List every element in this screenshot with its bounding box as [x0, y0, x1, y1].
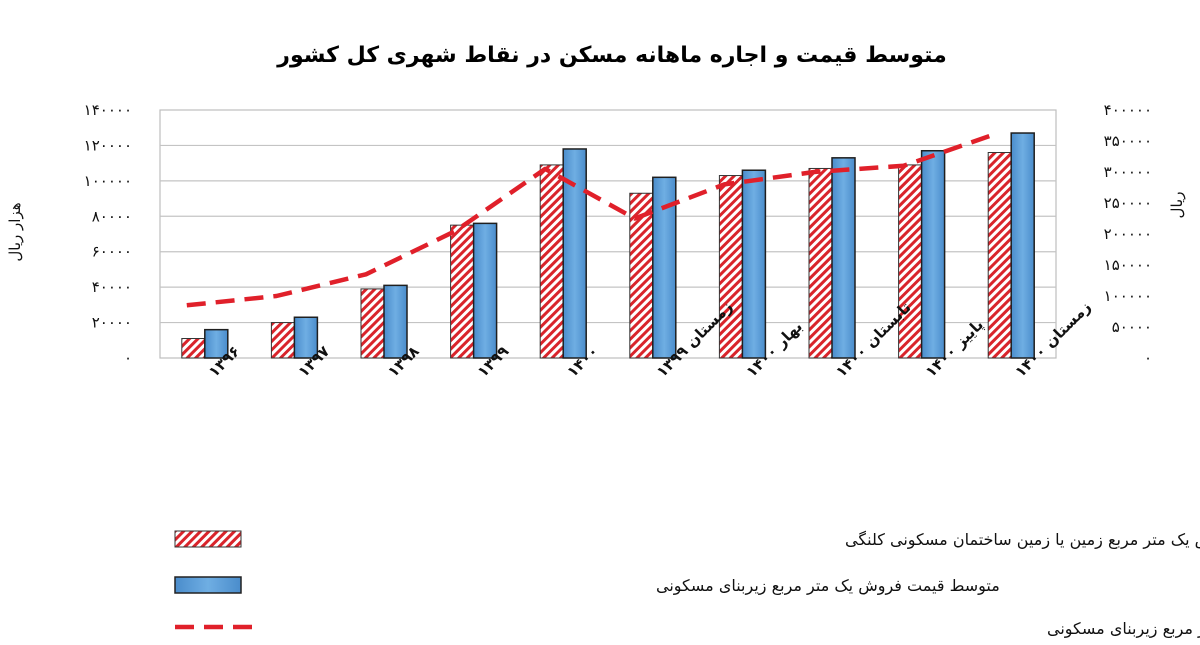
legend-swatch-building-price [174, 576, 242, 594]
right-tick-label: ۲۰۰۰۰۰ [1104, 225, 1152, 243]
left-tick-label: ۱۰۰۰۰۰ [84, 172, 132, 190]
bars [181, 132, 1035, 359]
right-tick-label: ۴۰۰۰۰۰ [1104, 101, 1152, 119]
rent-line-series [186, 132, 994, 308]
legend-label-land-price: متوسط قیمت فروش یک متر مربع زمین یا زمین… [845, 530, 1200, 550]
bar-building-price [383, 284, 408, 359]
legend-label-building-price: متوسط قیمت فروش یک متر مربع زیربنای مسکو… [656, 576, 1000, 596]
right-tick-label: ۳۵۰۰۰۰ [1104, 132, 1152, 150]
bar-land-price [360, 288, 385, 359]
left-tick-label: ۴۰۰۰۰ [92, 278, 132, 296]
left-tick-label: ۱۴۰۰۰۰ [84, 101, 132, 119]
bar-building-price [831, 157, 856, 359]
bar-land-price [181, 338, 206, 359]
chart-title: متوسط قیمت و اجاره ماهانه مسکن در نقاط ش… [276, 43, 946, 68]
bar-building-price [920, 149, 946, 359]
bar-land-price [898, 164, 923, 359]
right-axis-ticks: ۰ ۵۰۰۰۰ ۱۰۰۰۰۰ ۱۵۰۰۰۰ ۲۰۰۰۰۰ ۲۵۰۰۰۰ ۳۰۰۰۰۰ ۳۵۰۰… [1104, 101, 1152, 367]
right-tick-label: ۱۵۰۰۰۰ [1104, 256, 1152, 274]
bar-building-price [472, 222, 498, 359]
bar-land-price [539, 164, 564, 359]
bar-land-price [450, 224, 475, 359]
left-tick-label: ۸۰۰۰۰ [92, 207, 132, 225]
left-tick-label: ۲۰۰۰۰ [92, 314, 132, 332]
left-axis-label: هزار ریال [6, 202, 24, 261]
bar-land-price [808, 167, 833, 359]
left-tick-label: ۶۰۰۰۰ [92, 243, 132, 261]
right-tick-label: ۰ [1144, 349, 1152, 367]
right-tick-label: ۳۰۰۰۰۰ [1104, 163, 1152, 181]
left-tick-label: ۱۲۰۰۰۰ [84, 136, 132, 154]
left-tick-label: ۰ [124, 349, 132, 367]
bar-building-price [652, 176, 677, 359]
bar-building-price [204, 328, 229, 359]
right-tick-label: ۵۰۰۰۰ [1112, 318, 1152, 336]
bar-building-price [741, 169, 767, 359]
legend-label-rent: متوسط مبلغ اجاره ماهانه به علاوه سه درصد… [1047, 619, 1200, 639]
rent-line [186, 132, 994, 308]
bar-land-price [987, 152, 1012, 359]
bar-land-price [270, 322, 295, 359]
right-tick-label: ۲۵۰۰۰۰ [1104, 194, 1152, 212]
bar-building-price [1010, 132, 1035, 359]
legend: متوسط قیمت فروش یک متر مربع زمین یا زمین… [174, 530, 1200, 639]
right-axis-label: ریال [1168, 192, 1186, 219]
right-tick-label: ۱۰۰۰۰۰ [1104, 287, 1152, 305]
bar-land-price [718, 175, 743, 359]
left-axis-ticks: ۰ ۲۰۰۰۰ ۴۰۰۰۰ ۶۰۰۰۰ ۸۰۰۰۰ ۱۰۰۰۰۰ ۱۲۰۰۰۰ ۱۴۰۰۰۰ [84, 101, 132, 367]
legend-swatch-land-price [174, 530, 242, 548]
bar-building-price [293, 316, 319, 359]
bar-building-price [562, 148, 587, 359]
